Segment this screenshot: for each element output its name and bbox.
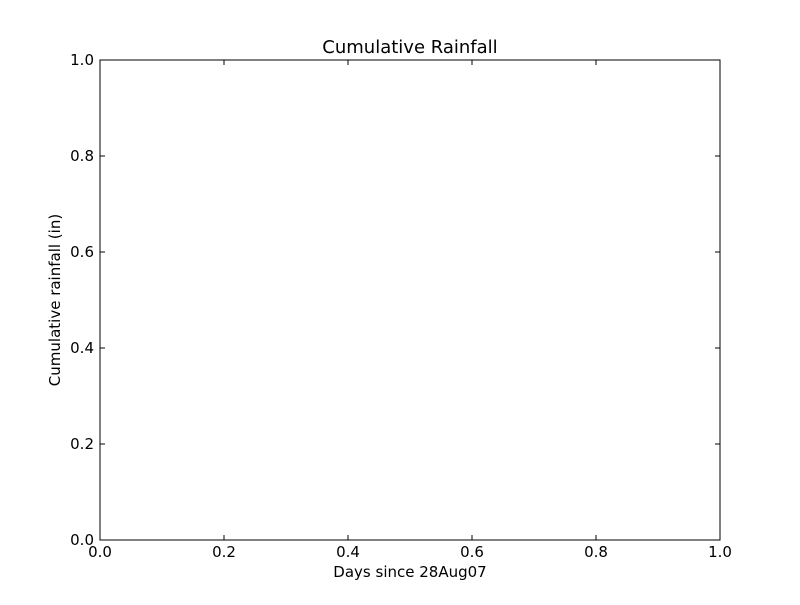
x-tick-label: 0.8: [584, 543, 608, 561]
y-tick-label: 0.8: [70, 147, 94, 165]
x-tick-label: 0.0: [88, 543, 112, 561]
y-tick-label: 0.2: [70, 435, 94, 453]
y-axis-label: Cumulative rainfall (in): [46, 214, 64, 386]
y-tick-label: 0.6: [70, 243, 94, 261]
plot-frame: [99, 59, 721, 541]
chart-title: Cumulative Rainfall: [322, 37, 497, 58]
x-tick-label: 0.4: [336, 543, 360, 561]
plot-area: [100, 60, 720, 540]
x-tick-label: 0.2: [212, 543, 236, 561]
y-tick-label: 0.0: [70, 531, 94, 549]
y-tick-label: 0.4: [70, 339, 94, 357]
x-tick-label: 0.6: [460, 543, 484, 561]
x-tick-label: 1.0: [708, 543, 732, 561]
x-axis-label: Days since 28Aug07: [333, 563, 486, 581]
y-tick-label: 1.0: [70, 51, 94, 69]
x-axis-ticks: 0.0 0.2 0.4 0.6 0.8 1.0: [88, 60, 732, 561]
